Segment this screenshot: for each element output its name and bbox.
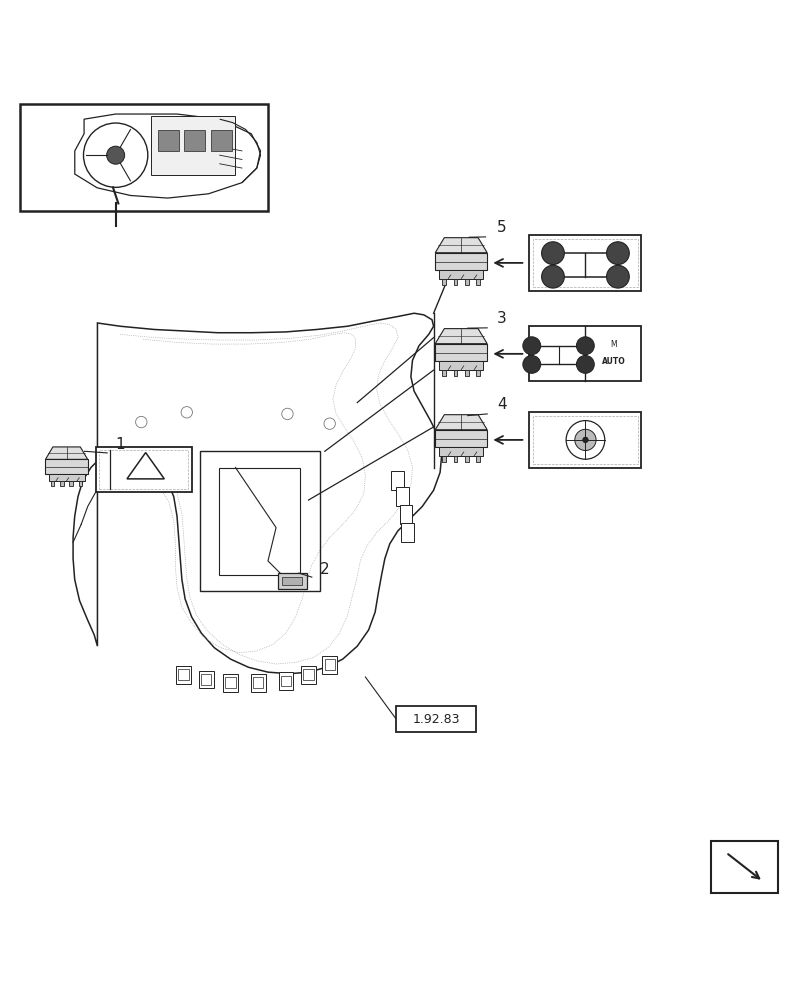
Polygon shape: [439, 270, 483, 279]
Bar: [79, 481, 82, 486]
Bar: [710, 841, 777, 893]
Bar: [322, 656, 337, 674]
Bar: [464, 456, 468, 462]
Text: 5: 5: [496, 220, 506, 235]
Bar: [475, 456, 479, 462]
Polygon shape: [435, 329, 487, 344]
Bar: [99, 450, 188, 489]
Bar: [532, 416, 637, 464]
Bar: [475, 279, 479, 285]
Bar: [475, 370, 479, 376]
Circle shape: [522, 337, 540, 355]
Circle shape: [106, 146, 125, 164]
Bar: [223, 674, 238, 692]
Bar: [442, 279, 446, 285]
Circle shape: [541, 242, 564, 265]
Circle shape: [606, 265, 629, 288]
Polygon shape: [435, 344, 487, 361]
Bar: [529, 412, 641, 468]
Circle shape: [581, 437, 588, 443]
Bar: [60, 481, 63, 486]
Circle shape: [606, 242, 629, 265]
Bar: [157, 130, 178, 151]
Text: AUTO: AUTO: [601, 357, 624, 366]
Text: 2: 2: [320, 562, 329, 577]
Circle shape: [522, 355, 540, 373]
Text: 1.92.83: 1.92.83: [412, 713, 459, 726]
Bar: [151, 116, 234, 175]
Bar: [219, 468, 300, 575]
Bar: [277, 573, 306, 589]
Bar: [396, 487, 409, 506]
Bar: [278, 672, 293, 690]
Text: M: M: [609, 340, 616, 349]
Bar: [281, 676, 290, 686]
Text: 3: 3: [496, 311, 506, 326]
Bar: [453, 370, 457, 376]
Bar: [529, 235, 641, 291]
Bar: [225, 677, 235, 688]
Bar: [251, 674, 265, 692]
Bar: [211, 130, 232, 151]
Bar: [200, 451, 320, 591]
Circle shape: [541, 265, 564, 288]
Bar: [391, 471, 404, 490]
Bar: [532, 239, 637, 287]
Polygon shape: [73, 313, 441, 674]
Circle shape: [576, 355, 594, 373]
Bar: [401, 523, 414, 542]
Polygon shape: [435, 253, 487, 270]
Bar: [399, 505, 412, 524]
Circle shape: [576, 337, 594, 355]
Bar: [442, 456, 446, 462]
Polygon shape: [45, 447, 88, 459]
Polygon shape: [435, 430, 487, 447]
Bar: [282, 577, 302, 585]
Bar: [253, 677, 263, 688]
Polygon shape: [45, 459, 88, 474]
Bar: [464, 370, 468, 376]
Bar: [303, 669, 313, 680]
Bar: [70, 481, 72, 486]
Bar: [199, 671, 213, 688]
Text: 1: 1: [115, 437, 125, 452]
Bar: [20, 104, 268, 211]
Circle shape: [574, 429, 595, 451]
Bar: [96, 447, 191, 492]
Bar: [176, 666, 191, 684]
Polygon shape: [435, 238, 487, 253]
Polygon shape: [435, 415, 487, 430]
Bar: [51, 481, 54, 486]
Text: 4: 4: [496, 397, 506, 412]
Bar: [453, 279, 457, 285]
Bar: [178, 669, 188, 680]
Polygon shape: [49, 474, 84, 481]
Bar: [464, 279, 468, 285]
Bar: [184, 130, 205, 151]
Bar: [324, 659, 334, 670]
Bar: [396, 706, 475, 732]
Polygon shape: [439, 447, 483, 456]
Bar: [301, 666, 315, 684]
Bar: [529, 326, 641, 381]
Bar: [201, 674, 211, 685]
Polygon shape: [439, 361, 483, 370]
Bar: [442, 370, 446, 376]
Bar: [453, 456, 457, 462]
